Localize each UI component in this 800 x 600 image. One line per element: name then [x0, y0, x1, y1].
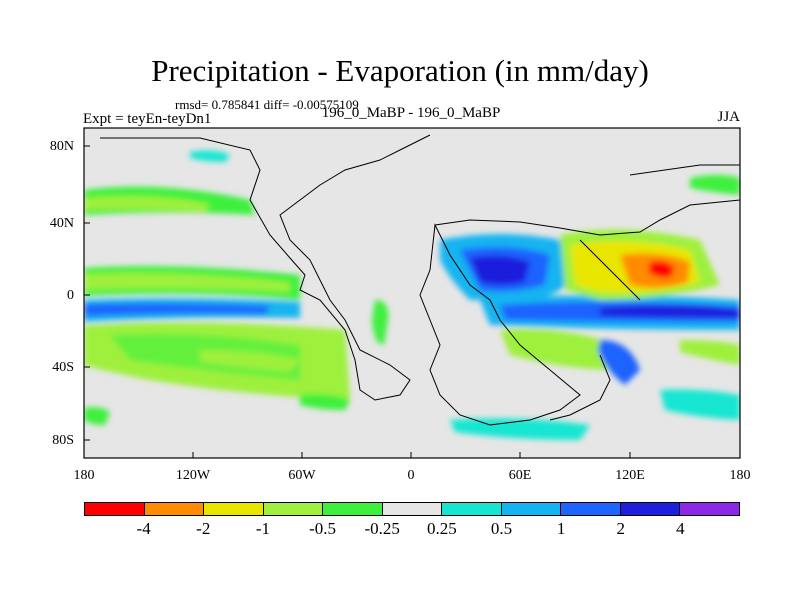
colorbar-label: 0.5 [490, 519, 513, 538]
axis-ticks [84, 145, 631, 458]
x-tick-label: 120W [175, 468, 211, 483]
x-tick-label: 180 [729, 468, 751, 483]
contour-fields [84, 150, 740, 440]
coastlines [100, 134, 740, 426]
colorbar-swatch [442, 503, 502, 515]
colorbar-label: -0.25 [364, 519, 400, 538]
colorbar [84, 502, 740, 516]
season-label: JJA [717, 109, 740, 125]
x-tick-label: 60E [508, 468, 532, 483]
colorbar-swatch [382, 503, 443, 515]
colorbar-label: 0.25 [426, 519, 457, 538]
x-tick-label: 60W [288, 468, 316, 483]
experiment-label: Expt = teyEn-teyDn1 [83, 111, 212, 127]
colorbar-label: 1 [556, 519, 566, 538]
y-tick-label: 0 [67, 288, 74, 303]
x-tick-label: 120E [615, 468, 645, 483]
x-tick-label: 180 [73, 468, 95, 483]
colorbar-label: -1 [255, 519, 270, 538]
y-tick-label: 40N [49, 216, 74, 231]
colorbar-swatch [680, 503, 740, 515]
comparison-label: 196_0_MaBP - 196_0_MaBP [321, 105, 501, 121]
y-tick-label: 80N [49, 139, 74, 154]
x-tick-label: 0 [407, 468, 415, 483]
colorbar-swatch [85, 503, 145, 515]
colorbar-swatch [323, 503, 383, 515]
colorbar-swatch [501, 503, 562, 515]
colorbar-swatch [561, 503, 621, 515]
colorbar-label: -0.5 [309, 519, 336, 538]
colorbar-label: -4 [136, 519, 151, 538]
y-tick-label: 40S [52, 360, 74, 375]
chart-title: Precipitation - Evaporation (in mm/day) [151, 53, 649, 88]
stats-text: rmsd= 0.785841 diff= -0.00575109 [175, 97, 359, 112]
colorbar-label: 2 [616, 519, 625, 538]
map-frame [83, 127, 741, 459]
colorbar-label: 4 [676, 519, 685, 538]
colorbar-label: -2 [196, 519, 211, 538]
colorbar-swatch [204, 503, 264, 515]
colorbar-swatch [144, 503, 205, 515]
colorbar-swatch [263, 503, 324, 515]
y-tick-label: 80S [52, 433, 74, 448]
colorbar-swatch [620, 503, 681, 515]
